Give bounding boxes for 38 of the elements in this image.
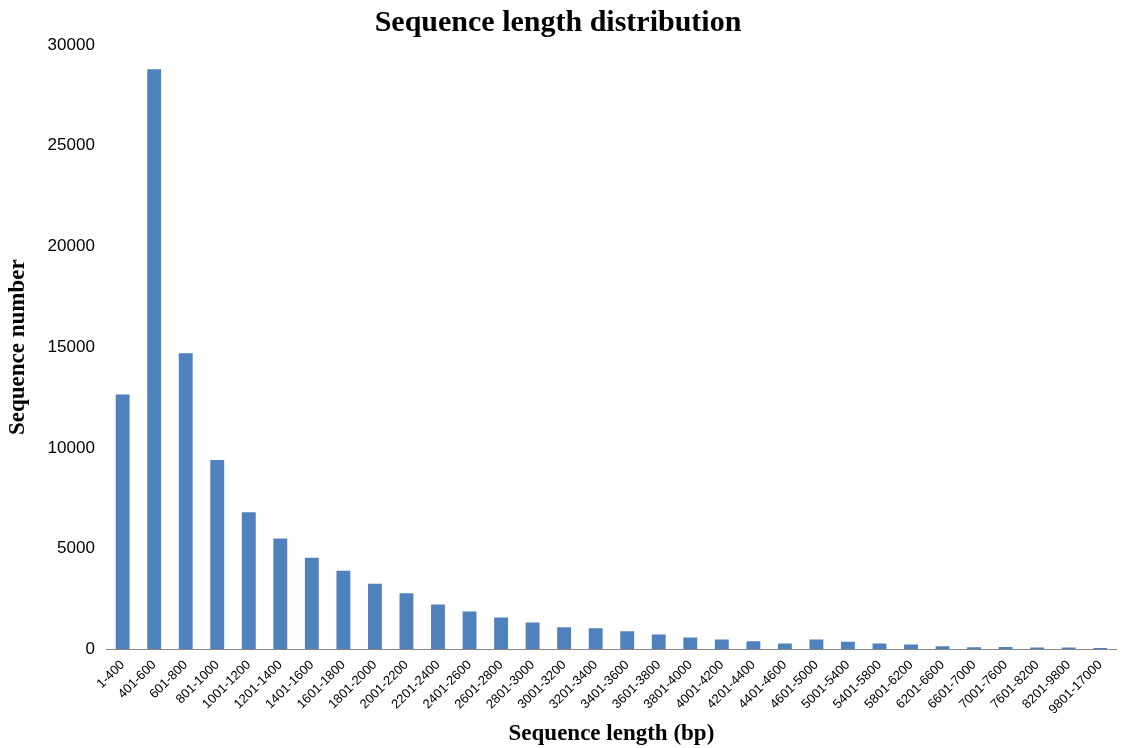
bar — [147, 69, 162, 650]
bar — [210, 459, 225, 650]
bar — [651, 634, 666, 650]
bar — [620, 631, 635, 650]
bar — [241, 512, 256, 650]
bar — [462, 611, 477, 650]
chart-title: Sequence length distribution — [374, 3, 742, 37]
y-axis-title: Sequence number — [3, 259, 29, 435]
bar — [935, 646, 950, 650]
bar — [588, 628, 603, 650]
bar — [115, 394, 130, 650]
bar — [841, 641, 855, 650]
bar — [904, 644, 918, 650]
y-tick-label: 20000 — [47, 236, 95, 256]
bar — [431, 604, 445, 650]
y-tick-label: 15000 — [47, 336, 95, 356]
bar — [525, 622, 540, 650]
bar — [683, 637, 698, 650]
bar — [872, 643, 887, 650]
bar — [304, 557, 319, 650]
bar — [746, 641, 761, 650]
bar — [367, 583, 382, 650]
y-tick-label: 0 — [85, 638, 95, 658]
bar — [273, 538, 288, 650]
bar — [399, 593, 414, 650]
bar — [777, 643, 792, 650]
bar — [967, 647, 982, 650]
bar — [809, 639, 824, 650]
x-axis-title: Sequence length (bp) — [508, 720, 715, 746]
bar — [336, 570, 351, 650]
y-tick-label: 10000 — [47, 437, 95, 457]
bar — [714, 639, 729, 650]
bar — [494, 617, 508, 650]
y-tick-label: 30000 — [47, 34, 95, 54]
y-tick-label: 25000 — [47, 135, 95, 155]
bar — [178, 353, 193, 650]
bar — [557, 627, 572, 650]
y-tick-label: 5000 — [57, 538, 95, 558]
